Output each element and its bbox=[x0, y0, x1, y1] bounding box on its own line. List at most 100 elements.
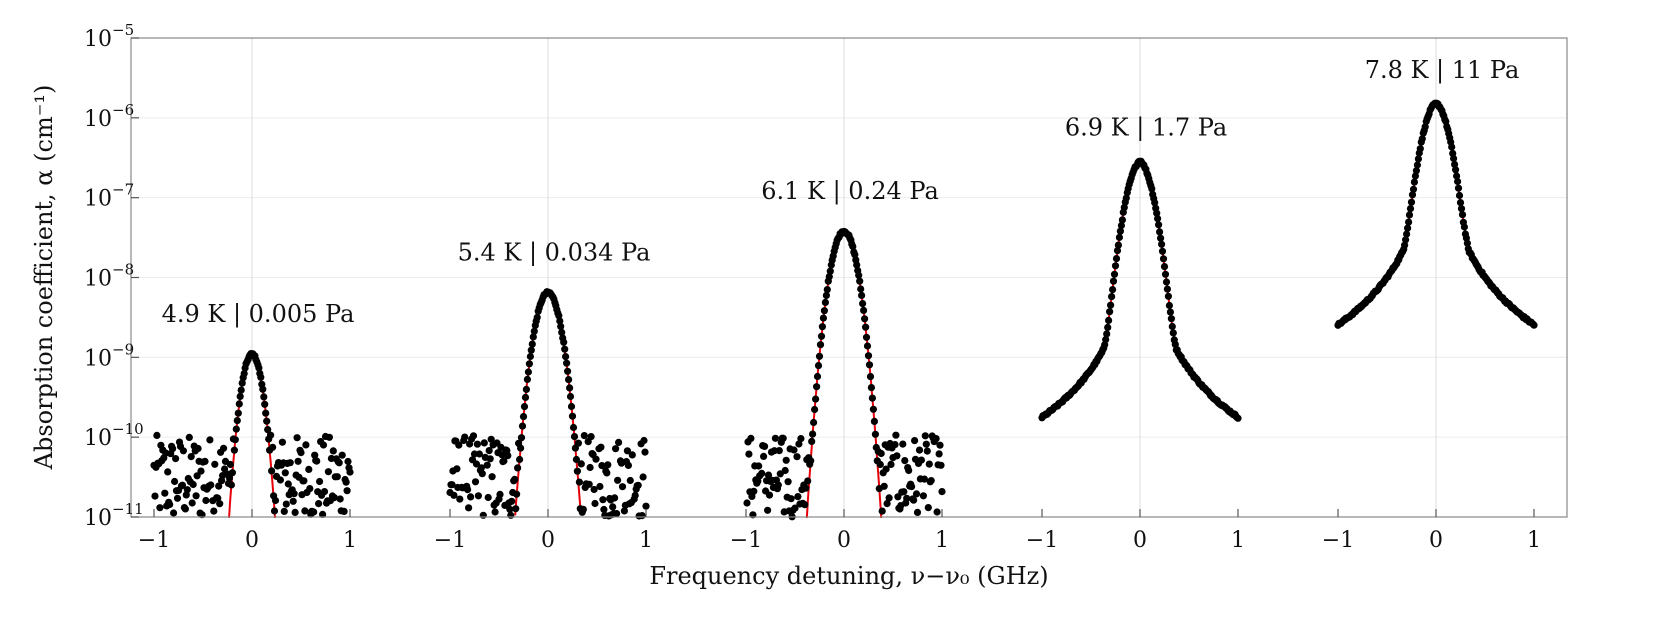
data-point bbox=[506, 505, 514, 513]
data-point bbox=[570, 433, 579, 441]
data-point bbox=[935, 450, 943, 458]
data-point bbox=[804, 477, 812, 485]
data-point bbox=[813, 372, 822, 381]
data-point bbox=[1162, 278, 1171, 286]
data-point bbox=[475, 450, 483, 458]
data-point bbox=[917, 456, 926, 464]
data-point bbox=[596, 482, 604, 491]
data-point bbox=[882, 465, 890, 473]
data-point bbox=[609, 503, 617, 511]
data-point bbox=[641, 448, 649, 456]
data-point bbox=[921, 432, 929, 440]
data-point bbox=[820, 307, 829, 315]
x-tick-label: −1 bbox=[434, 528, 466, 553]
data-point bbox=[628, 451, 636, 459]
data-point bbox=[937, 461, 945, 469]
data-point bbox=[181, 505, 189, 513]
data-points bbox=[150, 99, 1538, 521]
data-point bbox=[1458, 211, 1467, 219]
data-point bbox=[164, 468, 172, 476]
data-point bbox=[564, 367, 572, 375]
data-point bbox=[858, 291, 866, 299]
data-point bbox=[791, 504, 799, 512]
data-point bbox=[517, 444, 525, 452]
data-point bbox=[170, 509, 178, 517]
data-point bbox=[566, 392, 575, 401]
data-point bbox=[600, 505, 608, 514]
data-point bbox=[580, 432, 588, 440]
data-point bbox=[1113, 247, 1122, 255]
data-point bbox=[216, 500, 224, 508]
data-point bbox=[566, 384, 574, 392]
data-point bbox=[1156, 228, 1164, 236]
data-point bbox=[1109, 286, 1117, 294]
data-point bbox=[1414, 155, 1422, 163]
data-point bbox=[268, 467, 276, 475]
data-point bbox=[1110, 270, 1119, 278]
data-point bbox=[519, 413, 528, 421]
data-point bbox=[814, 362, 823, 370]
x-axis: −1 0 1 −1 0 1 −1 0 1 −1 0 1 −1 0 1 bbox=[138, 509, 1541, 553]
data-point bbox=[1410, 178, 1418, 186]
data-point bbox=[1165, 301, 1173, 310]
data-point bbox=[520, 403, 529, 411]
data-point bbox=[236, 392, 244, 400]
data-point bbox=[938, 488, 946, 496]
data-point bbox=[823, 286, 831, 294]
data-point bbox=[575, 478, 584, 486]
x-tick-label: −1 bbox=[138, 528, 170, 553]
data-point bbox=[631, 491, 639, 499]
data-point bbox=[639, 473, 647, 481]
data-point bbox=[346, 468, 354, 476]
data-point bbox=[297, 449, 305, 457]
data-point bbox=[1163, 285, 1171, 293]
data-point bbox=[261, 400, 269, 408]
data-point bbox=[1408, 191, 1417, 199]
data-point bbox=[793, 453, 801, 461]
y-tick-label: 10−10 bbox=[84, 420, 144, 451]
data-point bbox=[795, 440, 803, 448]
data-point bbox=[1114, 241, 1122, 249]
data-point bbox=[1413, 161, 1421, 169]
data-point bbox=[507, 511, 515, 519]
peak-labels: 4.9 K | 0.005 Pa 5.4 K | 0.034 Pa 6.1 K | … bbox=[162, 56, 1520, 329]
data-point bbox=[338, 451, 346, 459]
data-point bbox=[1407, 198, 1416, 206]
data-point bbox=[638, 511, 646, 520]
data-point bbox=[473, 440, 481, 448]
data-point bbox=[903, 494, 911, 502]
data-point bbox=[598, 462, 606, 470]
x-tick-label: 1 bbox=[1231, 528, 1245, 553]
data-point bbox=[179, 447, 187, 455]
data-point bbox=[781, 466, 789, 475]
data-point bbox=[620, 507, 629, 515]
data-point bbox=[849, 242, 857, 251]
data-point bbox=[231, 436, 239, 444]
data-point bbox=[172, 455, 180, 463]
data-point bbox=[472, 460, 481, 468]
data-point bbox=[461, 433, 469, 441]
data-point bbox=[775, 447, 783, 455]
data-point bbox=[1166, 308, 1174, 316]
data-point bbox=[557, 322, 565, 330]
data-point bbox=[336, 495, 344, 503]
data-point bbox=[1155, 221, 1163, 229]
data-point bbox=[877, 449, 885, 458]
data-point bbox=[185, 433, 193, 441]
data-point bbox=[743, 499, 751, 507]
data-point bbox=[862, 333, 871, 341]
data-point bbox=[572, 455, 581, 464]
series-points bbox=[150, 350, 354, 519]
data-point bbox=[226, 460, 234, 469]
data-point bbox=[504, 452, 512, 460]
data-point bbox=[514, 464, 522, 472]
data-point bbox=[613, 509, 621, 518]
x-tick-label: 1 bbox=[935, 528, 949, 553]
data-point bbox=[745, 450, 753, 458]
data-point bbox=[286, 459, 294, 467]
data-point bbox=[1460, 223, 1468, 231]
x-axis-title: Frequency detuning, ν−ν₀ (GHz) bbox=[649, 562, 1048, 590]
data-point bbox=[1416, 145, 1424, 153]
data-point bbox=[1167, 315, 1175, 323]
